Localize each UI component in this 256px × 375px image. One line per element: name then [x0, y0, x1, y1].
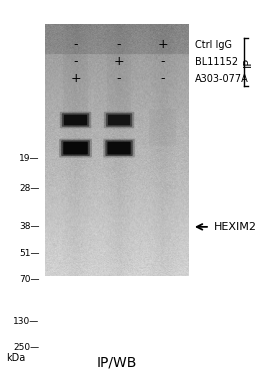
FancyBboxPatch shape	[60, 112, 91, 128]
FancyBboxPatch shape	[105, 140, 133, 156]
FancyBboxPatch shape	[59, 139, 92, 158]
Text: BL11152: BL11152	[195, 57, 238, 67]
Text: kDa: kDa	[6, 353, 25, 363]
FancyBboxPatch shape	[104, 112, 134, 128]
FancyBboxPatch shape	[108, 115, 130, 125]
Text: 130—: 130—	[13, 317, 40, 326]
Text: 70—: 70—	[19, 275, 40, 284]
Bar	[149, 109, 176, 146]
Text: -: -	[73, 56, 78, 68]
Text: 28—: 28—	[19, 184, 40, 193]
Text: Ctrl IgG: Ctrl IgG	[195, 40, 232, 50]
Text: -: -	[73, 39, 78, 51]
FancyBboxPatch shape	[62, 113, 89, 127]
Text: IP/WB: IP/WB	[96, 356, 137, 370]
Text: +: +	[114, 56, 124, 68]
Text: -: -	[160, 56, 165, 68]
FancyBboxPatch shape	[61, 140, 90, 156]
Bar	[107, 32, 131, 126]
Text: IP: IP	[243, 57, 253, 67]
FancyBboxPatch shape	[108, 142, 131, 154]
Text: HEXIM2: HEXIM2	[214, 222, 256, 232]
Bar	[63, 32, 88, 126]
Text: -: -	[117, 72, 121, 85]
FancyBboxPatch shape	[64, 115, 87, 125]
Text: 250—: 250—	[14, 343, 40, 352]
Text: A303-077A: A303-077A	[195, 74, 248, 84]
Text: 38—: 38—	[19, 222, 40, 231]
Text: -: -	[160, 72, 165, 85]
Text: +: +	[70, 72, 81, 85]
FancyBboxPatch shape	[63, 142, 88, 154]
Text: 51—: 51—	[19, 249, 40, 258]
Text: 19—: 19—	[19, 154, 40, 163]
Text: +: +	[157, 39, 168, 51]
FancyBboxPatch shape	[103, 139, 135, 158]
Text: -: -	[117, 39, 121, 51]
FancyBboxPatch shape	[106, 113, 132, 127]
